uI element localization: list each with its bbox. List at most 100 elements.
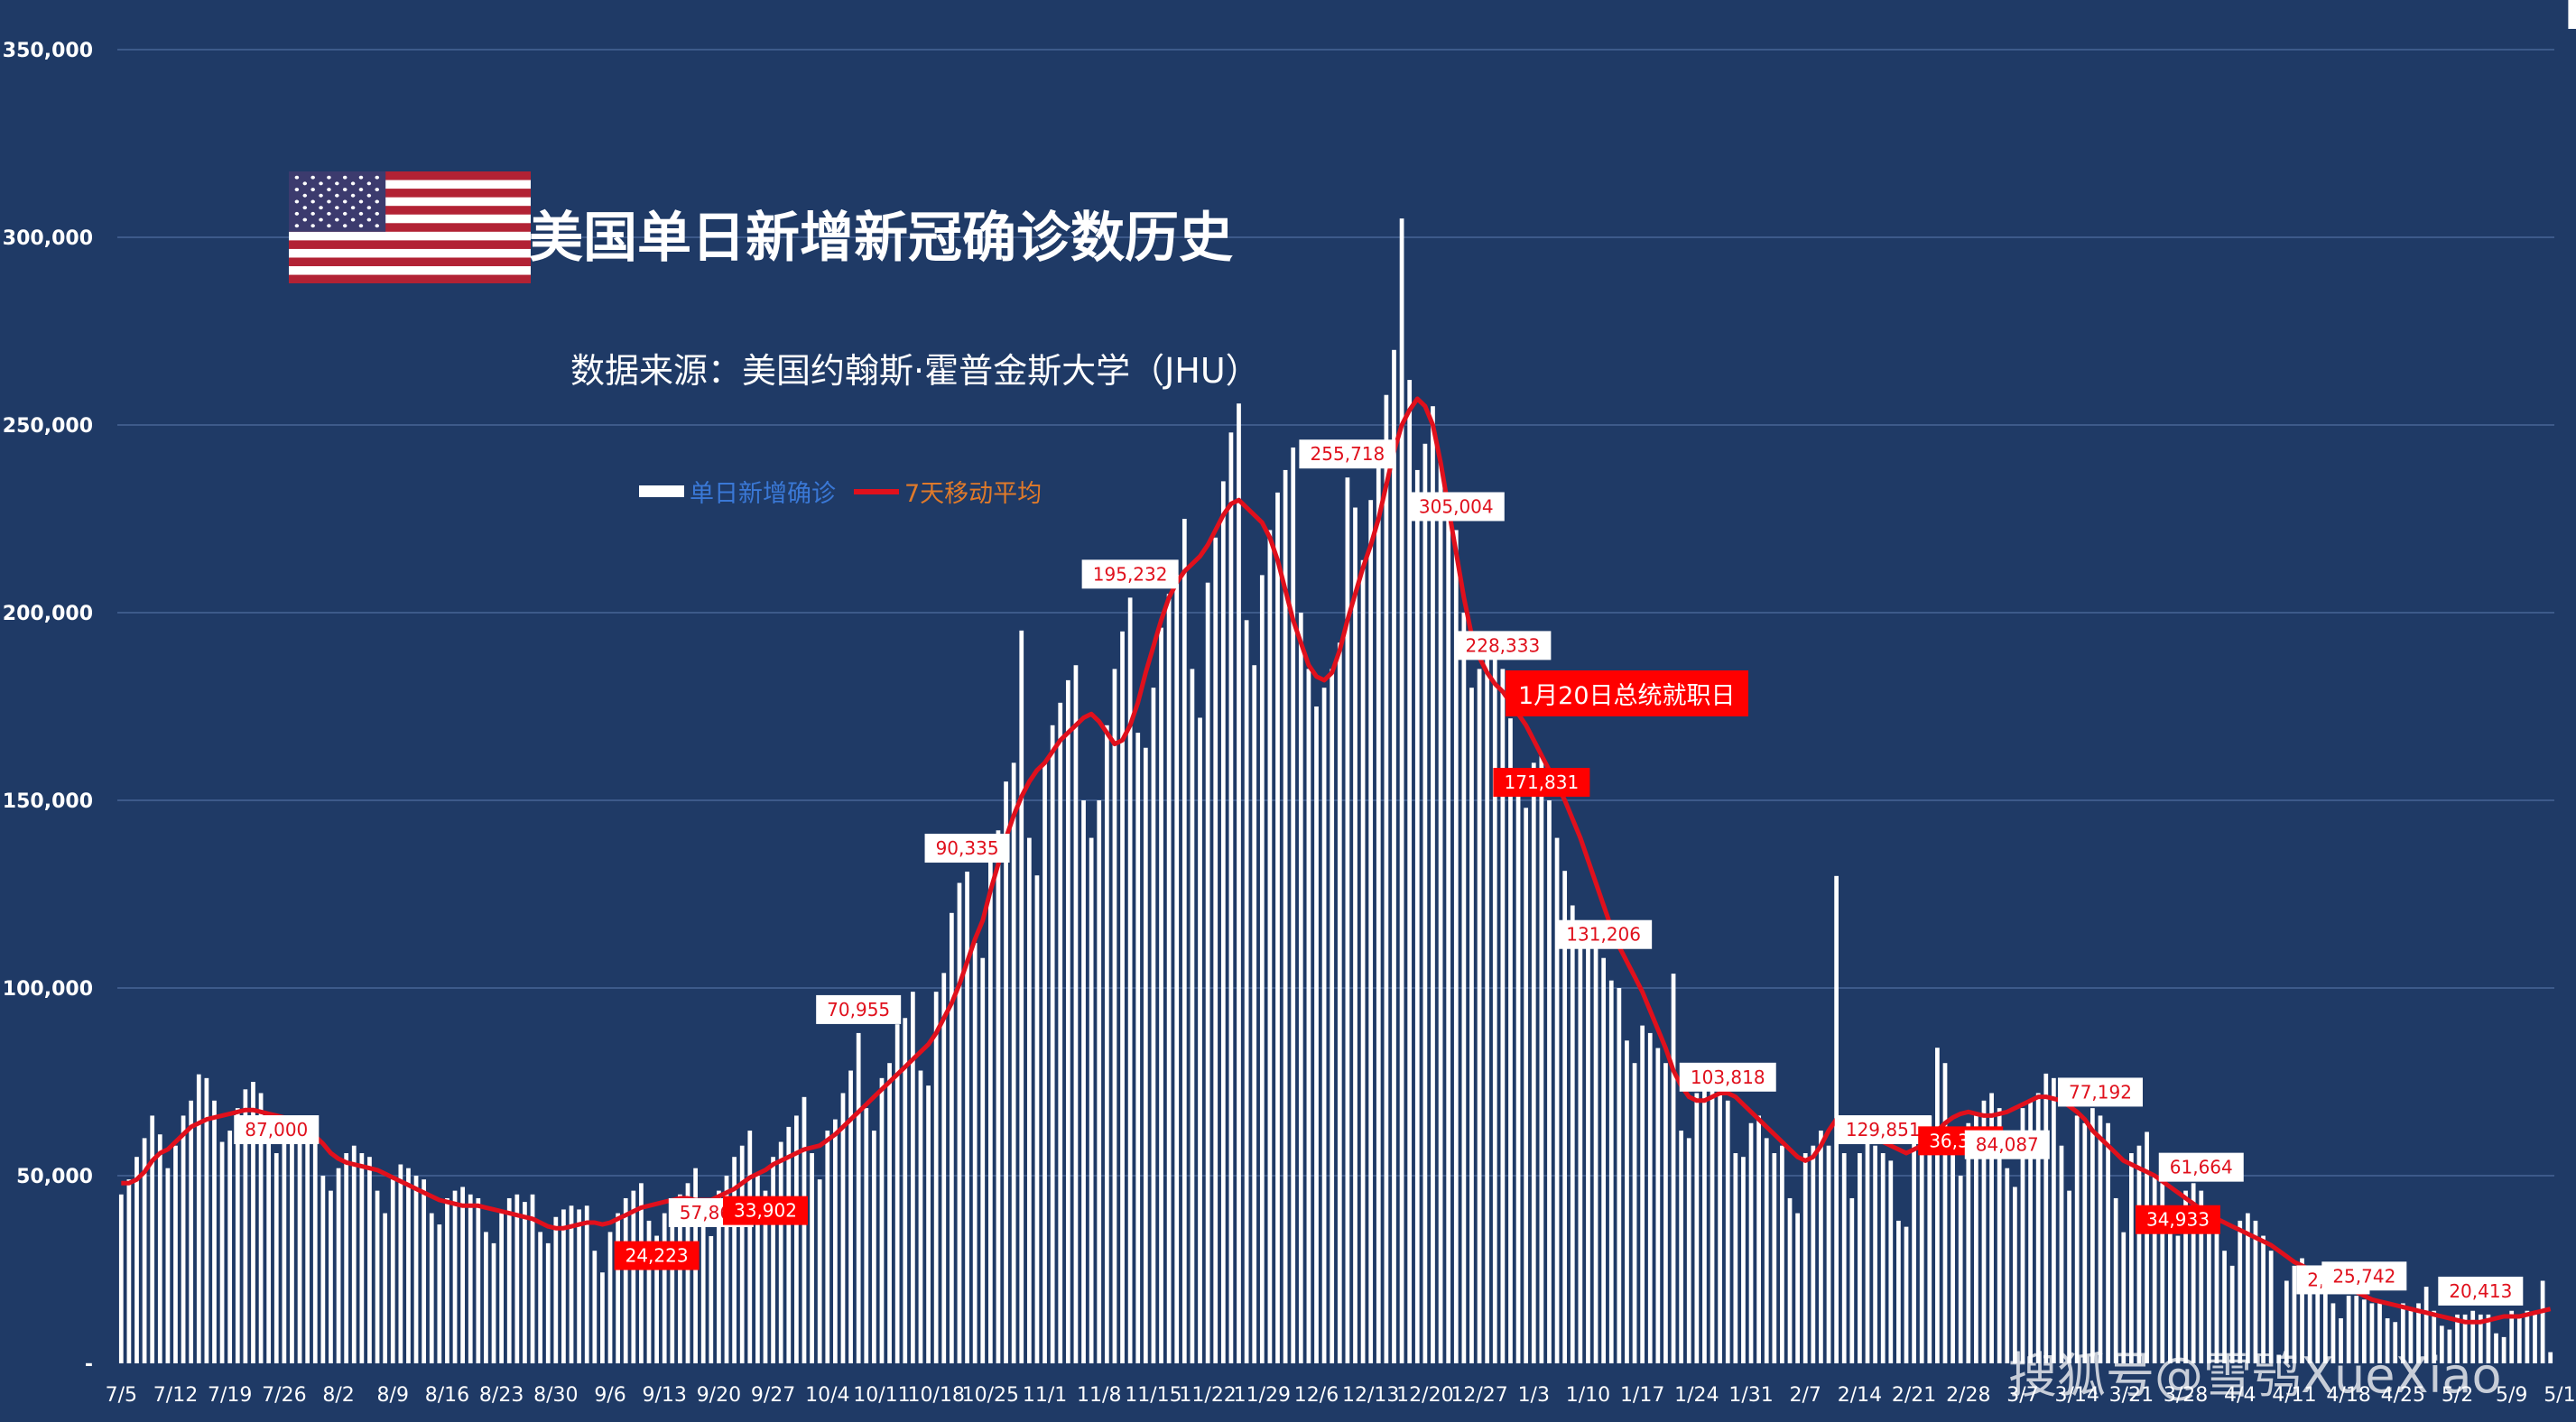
daily-bar bbox=[616, 1213, 620, 1363]
flag-star bbox=[350, 217, 356, 222]
daily-bar bbox=[390, 1179, 395, 1363]
data-label: 131,206 bbox=[1555, 919, 1653, 949]
data-label-box bbox=[2321, 1261, 2407, 1291]
daily-bar bbox=[1174, 575, 1180, 1363]
daily-bar bbox=[1065, 679, 1070, 1363]
flag-star bbox=[310, 188, 315, 192]
daily-bar bbox=[2059, 1145, 2064, 1363]
x-tick-label: 7/5 bbox=[106, 1384, 137, 1407]
data-label-text: 255,718 bbox=[1311, 443, 1385, 465]
data-label: 2,983 bbox=[2568, 0, 2576, 29]
data-label-text: 70,955 bbox=[827, 999, 890, 1020]
daily-bar bbox=[1989, 1093, 1994, 1363]
daily-bar bbox=[1159, 627, 1163, 1363]
daily-bar bbox=[1026, 837, 1032, 1363]
daily-bar bbox=[1019, 630, 1024, 1363]
daily-bar bbox=[1547, 800, 1552, 1363]
daily-bars bbox=[118, 218, 2553, 1364]
daily-bar bbox=[2121, 1232, 2127, 1363]
daily-bar bbox=[445, 1197, 449, 1363]
data-label-box bbox=[2568, 0, 2576, 29]
watermark: 搜狐号@雪鸮XueXiao bbox=[2008, 1347, 2502, 1404]
x-tick-label: 5/16 bbox=[2544, 1384, 2576, 1407]
x-tick-label: 12/13 bbox=[1342, 1384, 1399, 1407]
daily-bar bbox=[965, 872, 969, 1363]
daily-bar bbox=[1220, 481, 1226, 1363]
data-label-box bbox=[1299, 439, 1396, 469]
data-label-box bbox=[2135, 1205, 2220, 1234]
daily-bar bbox=[1414, 469, 1420, 1363]
ma7-line bbox=[121, 396, 2552, 1325]
data-label-text: 103,818 bbox=[1691, 1066, 1765, 1088]
daily-bar bbox=[2447, 1329, 2452, 1363]
daily-bar bbox=[1997, 1108, 2002, 1363]
x-tick-label: 8/2 bbox=[322, 1384, 354, 1407]
daily-bar bbox=[2160, 1183, 2165, 1363]
daily-bar bbox=[2268, 1251, 2274, 1363]
flag-star bbox=[350, 181, 356, 186]
flag-star bbox=[310, 211, 315, 216]
daily-bar bbox=[1710, 1077, 1715, 1363]
daily-bar bbox=[2393, 1322, 2398, 1363]
daily-bar bbox=[987, 845, 993, 1363]
x-tick-label: 10/11 bbox=[853, 1384, 910, 1407]
flag-star bbox=[319, 217, 323, 222]
data-label: 195,232 bbox=[1081, 559, 1179, 589]
daily-bar bbox=[1718, 1085, 1723, 1363]
daily-bar bbox=[545, 1242, 551, 1363]
daily-bar bbox=[1951, 1153, 1955, 1363]
daily-bar bbox=[933, 992, 939, 1363]
daily-bar bbox=[173, 1145, 178, 1363]
x-tick-label: 7/12 bbox=[153, 1384, 198, 1407]
daily-bar bbox=[1912, 1138, 1916, 1363]
daily-bar bbox=[1275, 492, 1280, 1363]
daily-bar bbox=[2339, 1318, 2343, 1363]
legend-bars-label: 单日新增确诊 bbox=[690, 480, 836, 508]
data-label: 20,413 bbox=[2438, 1276, 2524, 1306]
flag-star bbox=[302, 206, 308, 210]
daily-bar bbox=[538, 1232, 542, 1363]
moving-average-line bbox=[121, 396, 2552, 1325]
daily-bar bbox=[949, 912, 954, 1363]
x-tick-label: 2/28 bbox=[1946, 1384, 1990, 1407]
flag-star bbox=[294, 199, 300, 204]
daily-bar bbox=[1143, 747, 1148, 1363]
daily-bar bbox=[1865, 1138, 1870, 1363]
x-tick-label: 1/17 bbox=[1620, 1384, 1664, 1407]
daily-bar bbox=[2191, 1183, 2196, 1363]
daily-bar bbox=[670, 1202, 675, 1363]
daily-bar bbox=[1873, 1145, 1877, 1363]
data-label-text: 90,335 bbox=[936, 837, 999, 859]
daily-bar bbox=[2020, 1108, 2025, 1363]
flag-star bbox=[358, 188, 364, 192]
daily-bar bbox=[739, 1145, 745, 1363]
daily-bar bbox=[1321, 688, 1327, 1363]
daily-bar bbox=[320, 1176, 326, 1363]
daily-bar bbox=[1228, 432, 1234, 1363]
daily-bar bbox=[1686, 1138, 1691, 1363]
daily-bar bbox=[941, 973, 947, 1363]
daily-bar bbox=[305, 1131, 310, 1363]
daily-bar bbox=[2167, 1220, 2173, 1363]
daily-bar bbox=[771, 1157, 775, 1363]
daily-bar bbox=[1461, 613, 1467, 1363]
daily-bar bbox=[2284, 1280, 2289, 1363]
daily-bar bbox=[2516, 1314, 2522, 1363]
daily-bar bbox=[1725, 1100, 1730, 1363]
daily-bar bbox=[1756, 1115, 1761, 1363]
flag-star bbox=[342, 211, 347, 216]
daily-bar bbox=[1748, 1122, 1754, 1363]
daily-bar bbox=[1120, 631, 1125, 1363]
data-labels: 87,00057,86424,22333,90270,95590,335195,… bbox=[234, 0, 2576, 1306]
daily-bar bbox=[1135, 733, 1141, 1363]
flag-star bbox=[342, 199, 347, 204]
flag-star bbox=[327, 188, 331, 192]
data-label-box bbox=[722, 1196, 808, 1225]
daily-bar bbox=[662, 1213, 667, 1363]
daily-bar bbox=[786, 1126, 792, 1363]
flag-star bbox=[342, 175, 347, 180]
daily-bar bbox=[1198, 717, 1202, 1363]
flag-star bbox=[310, 175, 315, 180]
daily-bar bbox=[2462, 1314, 2468, 1363]
